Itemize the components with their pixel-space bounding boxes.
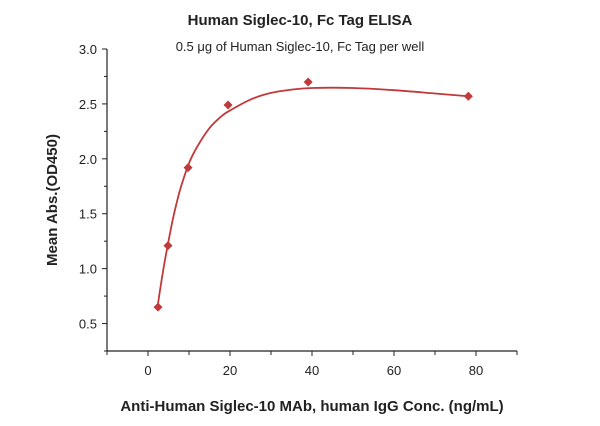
y-tick-label: 2.5 [79,97,97,112]
x-tick-label: 0 [144,363,151,378]
y-axis-label: Mean Abs.(OD450) [44,134,61,266]
data-point [463,91,473,101]
data-point [303,77,313,87]
y-tick-label: 2.0 [79,152,97,167]
y-tick-label: 0.5 [79,317,97,332]
x-tick-label: 60 [387,363,401,378]
data-point [153,302,163,312]
x-tick-label: 20 [223,363,237,378]
chart-subtitle: 0.5 μg of Human Siglec-10, Fc Tag per we… [176,39,425,54]
data-point [223,100,233,110]
data-point [163,241,173,251]
fit-curve [157,86,469,304]
axes: 0.5 1.0 1.5 2.0 2.5 3.0 0 20 40 60 80 [79,42,518,378]
chart-title: Human Siglec-10, Fc Tag ELISA [188,12,413,29]
x-tick-label: 40 [305,363,319,378]
data-point [183,163,193,173]
x-tick-label: 80 [469,363,483,378]
data-marks [153,77,473,312]
y-tick-label: 1.5 [79,207,97,222]
x-axis-label: Anti-Human Siglec-10 MAb, human IgG Conc… [120,398,503,415]
y-tick-label: 3.0 [79,42,97,57]
y-tick-label: 1.0 [79,262,97,277]
